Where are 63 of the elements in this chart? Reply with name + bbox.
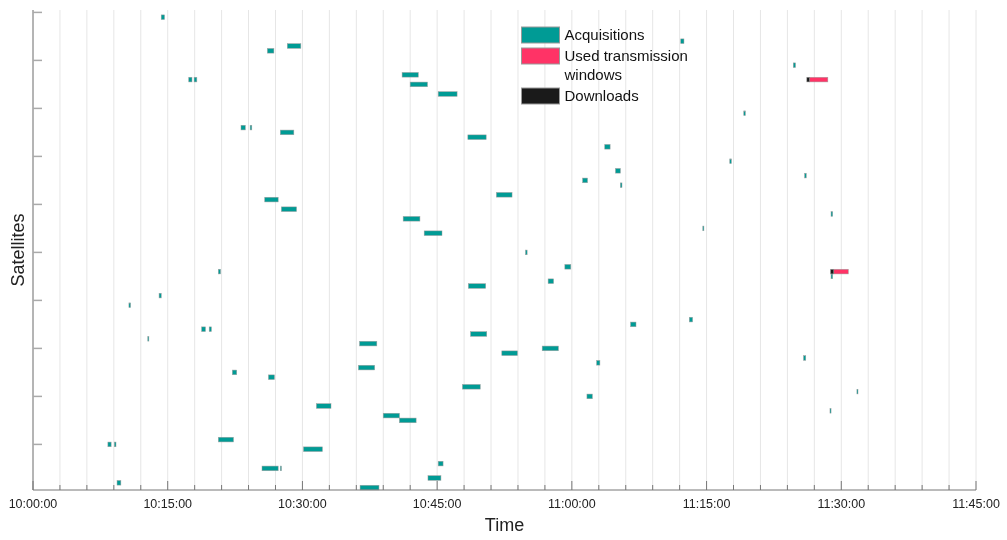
bar xyxy=(833,269,849,275)
bar xyxy=(470,331,488,337)
bar xyxy=(264,197,279,203)
bar xyxy=(604,144,611,150)
bar xyxy=(261,465,279,471)
bar xyxy=(401,72,419,78)
bar xyxy=(541,345,559,351)
bar xyxy=(630,321,637,327)
bar xyxy=(281,206,297,212)
bar xyxy=(468,283,486,289)
bar xyxy=(423,230,443,236)
x-tick-label: 11:45:00 xyxy=(952,497,1000,511)
x-tick-label: 10:30:00 xyxy=(278,497,327,511)
bar xyxy=(287,43,302,49)
bar xyxy=(437,91,458,97)
legend-label: Used transmission windows xyxy=(563,47,688,83)
bar xyxy=(107,441,112,447)
bar xyxy=(496,192,513,198)
bar xyxy=(116,480,122,486)
bar xyxy=(809,77,829,83)
bar xyxy=(188,77,193,83)
bar xyxy=(218,437,234,443)
bar xyxy=(201,326,206,332)
x-tick-label: 10:45:00 xyxy=(412,497,462,511)
bar xyxy=(268,374,275,380)
bar xyxy=(596,360,601,366)
bar xyxy=(437,461,444,467)
bar xyxy=(803,355,807,361)
bar xyxy=(462,384,481,390)
bar xyxy=(467,134,487,140)
bar xyxy=(303,446,323,452)
x-axis-title: Time xyxy=(484,515,525,535)
x-tick-label: 11:15:00 xyxy=(682,497,731,511)
bar xyxy=(316,403,332,409)
bar xyxy=(359,341,378,347)
bar xyxy=(218,269,221,275)
bar xyxy=(586,393,593,399)
x-tick-label: 10:15:00 xyxy=(143,497,193,511)
bar xyxy=(232,369,237,375)
bar xyxy=(582,177,588,183)
bar xyxy=(680,38,685,44)
x-tick-label: 11:00:00 xyxy=(547,497,596,511)
x-tick-label: 10:00:00 xyxy=(8,497,58,511)
x-tick-label: 11:30:00 xyxy=(817,497,866,511)
bar xyxy=(267,48,275,54)
bar xyxy=(160,14,165,20)
bar xyxy=(615,168,621,174)
bar xyxy=(689,317,693,323)
bar xyxy=(208,326,212,332)
bar xyxy=(564,264,572,270)
bar xyxy=(793,62,796,68)
bar xyxy=(402,216,421,222)
legend-label: Acquisitions xyxy=(564,26,645,43)
bar xyxy=(547,278,554,284)
bar xyxy=(409,81,428,87)
legend-label: Downloads xyxy=(564,87,639,104)
bar xyxy=(158,293,162,299)
y-axis-title: Satellites xyxy=(8,213,28,287)
bar xyxy=(427,475,442,481)
bar xyxy=(240,125,246,131)
bar xyxy=(280,129,295,135)
bar xyxy=(501,350,518,356)
bar xyxy=(358,365,375,371)
